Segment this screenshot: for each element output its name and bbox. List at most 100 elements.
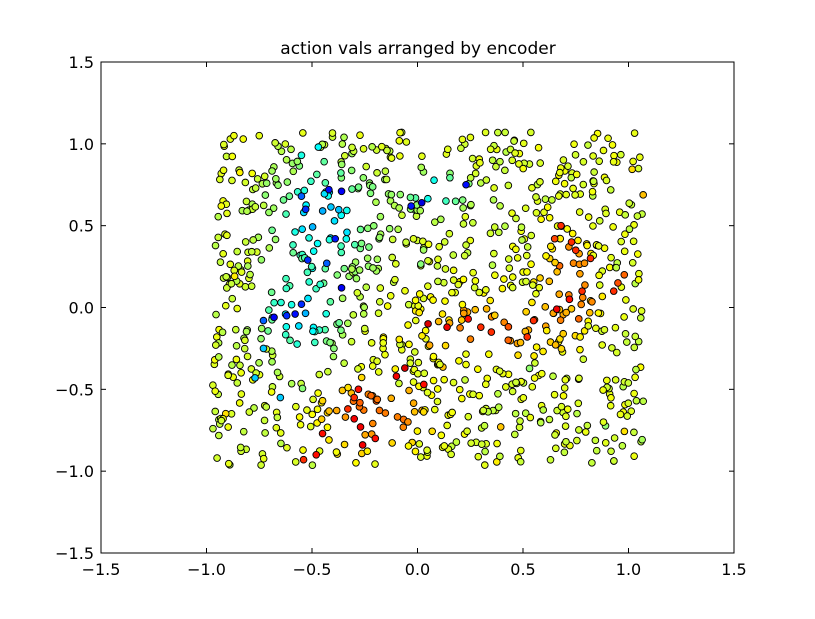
scatter-point (343, 206, 351, 215)
scatter-point (630, 221, 638, 229)
scatter-point (462, 180, 470, 189)
scatter-point (433, 262, 442, 270)
scatter-point (430, 405, 439, 414)
scatter-point (607, 253, 615, 262)
scatter-point (344, 319, 352, 328)
scatter-point (551, 341, 560, 349)
scatter-point (512, 378, 520, 387)
scatter-point (634, 164, 643, 173)
scatter-point (545, 277, 554, 286)
scatter-point (326, 338, 334, 347)
scatter-point (458, 394, 466, 403)
scatter-point (419, 408, 428, 416)
scatter-point (632, 365, 640, 374)
scatter-point (267, 388, 276, 396)
scatter-point (232, 341, 241, 350)
scatter-point (602, 176, 611, 185)
scatter-point (528, 298, 536, 307)
scatter-point (383, 146, 391, 155)
scatter-point (296, 420, 305, 429)
scatter-point (541, 195, 550, 203)
scatter-point (557, 402, 566, 411)
scatter-point (595, 157, 604, 165)
scatter-point (262, 179, 271, 188)
scatter-point (634, 276, 643, 284)
scatter-point (599, 418, 608, 426)
scatter-point (578, 287, 586, 295)
scatter-point (388, 439, 396, 447)
scatter-point (265, 208, 273, 217)
scatter-point (228, 152, 237, 161)
scatter-point (289, 241, 297, 249)
scatter-point (575, 374, 583, 383)
scatter-point (343, 228, 351, 237)
scatter-point (459, 275, 468, 284)
scatter-point (350, 414, 359, 423)
scatter-point (505, 264, 514, 272)
scatter-point (599, 146, 608, 155)
scatter-point (606, 401, 615, 410)
scatter-point (434, 317, 443, 326)
scatter-point (627, 407, 636, 415)
scatter-point (219, 140, 228, 149)
scatter-point (573, 409, 581, 418)
scatter-point (415, 290, 424, 298)
y-tick-label: −1.0 (55, 462, 94, 481)
scatter-point (442, 197, 450, 205)
scatter-point (625, 199, 633, 207)
scatter-point (457, 316, 466, 324)
scatter-point (487, 328, 496, 336)
scatter-point (262, 403, 271, 411)
scatter-point (516, 457, 525, 466)
scatter-point (620, 313, 628, 321)
scatter-point (511, 409, 520, 418)
x-tick-label: −0.5 (293, 560, 332, 579)
scatter-point (340, 133, 348, 142)
scatter-point (504, 181, 513, 190)
scatter-point (630, 129, 639, 137)
scatter-point (441, 265, 450, 273)
scatter-point (236, 361, 244, 370)
scatter-point (360, 324, 369, 333)
scatter-point (320, 157, 328, 166)
scatter-point (608, 141, 617, 149)
scatter-point (609, 157, 618, 166)
scatter-point (511, 149, 519, 157)
scatter-point (607, 447, 615, 456)
scatter-point (356, 225, 365, 234)
scatter-point (464, 315, 472, 323)
scatter-point (282, 210, 290, 218)
scatter-point (283, 443, 291, 452)
scatter-point (455, 357, 463, 365)
scatter-point (211, 241, 220, 250)
scatter-point (519, 164, 527, 173)
scatter-point (443, 145, 452, 154)
scatter-point (323, 423, 332, 432)
scatter-point (308, 410, 317, 419)
scatter-point (629, 305, 637, 313)
scatter-point (251, 374, 259, 382)
scatter-point (373, 169, 381, 177)
scatter-point (550, 390, 559, 399)
scatter-point (373, 255, 382, 264)
y-tick-label: −0.5 (55, 380, 94, 399)
scatter-point (313, 405, 322, 414)
scatter-point (471, 277, 480, 285)
scatter-point (398, 211, 406, 220)
scatter-point (571, 151, 580, 159)
scatter-point (387, 154, 396, 162)
scatter-point (458, 196, 467, 204)
scatter-point (316, 280, 324, 289)
scatter-point (512, 214, 520, 223)
scatter-point (260, 416, 269, 425)
scatter-point (525, 364, 534, 373)
scatter-point (355, 266, 364, 274)
scatter-point (404, 442, 413, 450)
scatter-point (303, 406, 311, 414)
scatter-point (424, 194, 432, 203)
scatter-point (630, 343, 639, 352)
scatter-point (508, 209, 516, 217)
scatter-point (265, 244, 274, 252)
scatter-point (512, 245, 520, 254)
scatter-point (538, 369, 546, 378)
